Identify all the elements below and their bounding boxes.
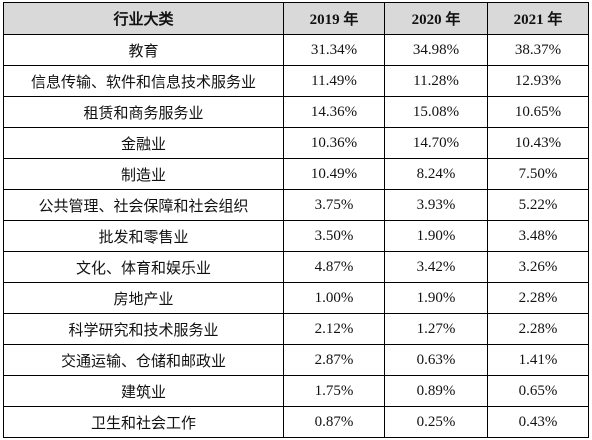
table-row: 卫生和社会工作 0.87% 0.25% 0.43% (3, 406, 589, 438)
share-cell: 34.98% (384, 34, 488, 66)
share-cell: 0.89% (384, 375, 488, 407)
header-cell: 2021 年 (487, 2, 589, 35)
table-row: 金融业 10.36% 14.70% 10.43% (3, 127, 589, 159)
table-row: 制造业 10.49% 8.24% 7.50% (3, 158, 589, 190)
industry-cell: 金融业 (3, 127, 284, 159)
share-cell: 4.87% (283, 251, 385, 283)
industry-cell: 公共管理、社会保障和社会组织 (3, 189, 284, 221)
share-cell: 1.00% (283, 282, 385, 314)
table-row: 建筑业 1.75% 0.89% 0.65% (3, 375, 589, 407)
share-cell: 2.87% (283, 344, 385, 376)
share-cell: 38.37% (487, 34, 589, 66)
share-cell: 7.50% (487, 158, 589, 190)
industry-cell: 制造业 (3, 158, 284, 190)
share-cell: 14.70% (384, 127, 488, 159)
share-cell: 0.65% (487, 375, 589, 407)
share-cell: 2.12% (283, 313, 385, 345)
share-cell: 2.28% (487, 313, 589, 345)
share-cell: 1.75% (283, 375, 385, 407)
industry-cell: 卫生和社会工作 (3, 406, 284, 438)
share-cell: 1.90% (384, 220, 488, 252)
header-cell: 2019 年 (283, 2, 385, 35)
share-cell: 1.41% (487, 344, 589, 376)
header-cell: 2020 年 (384, 2, 488, 35)
share-cell: 5.22% (487, 189, 589, 221)
share-cell: 10.36% (283, 127, 385, 159)
table-row: 文化、体育和娱乐业 4.87% 3.42% 3.26% (3, 251, 589, 283)
share-cell: 1.27% (384, 313, 488, 345)
industry-cell: 信息传输、软件和信息技术服务业 (3, 65, 284, 97)
share-cell: 0.87% (283, 406, 385, 438)
industry-cell: 教育 (3, 34, 284, 66)
table-header: 行业大类 2019 年 2020 年 2021 年 (3, 2, 589, 35)
header-cell: 行业大类 (3, 2, 284, 35)
share-cell: 3.48% (487, 220, 589, 252)
share-cell: 11.49% (283, 65, 385, 97)
share-cell: 15.08% (384, 96, 488, 128)
share-cell: 3.75% (283, 189, 385, 221)
industry-table: 行业大类 2019 年 2020 年 2021 年 教育 31.34% 34.98% 38.… (3, 2, 589, 438)
table-body: 教育 31.34% 34.98% 38.37% 信息传输、软件和信息技术服务业 11.49… (3, 34, 589, 438)
share-cell: 0.63% (384, 344, 488, 376)
industry-cell: 租赁和商务服务业 (3, 96, 284, 128)
header-row: 行业大类 2019 年 2020 年 2021 年 (3, 2, 589, 35)
industry-cell: 科学研究和技术服务业 (3, 313, 284, 345)
industry-cell: 建筑业 (3, 375, 284, 407)
share-cell: 2.28% (487, 282, 589, 314)
share-cell: 10.65% (487, 96, 589, 128)
share-cell: 8.24% (384, 158, 488, 190)
share-cell: 31.34% (283, 34, 385, 66)
table-row: 交通运输、仓储和邮政业 2.87% 0.63% 1.41% (3, 344, 589, 376)
share-cell: 3.26% (487, 251, 589, 283)
table-row: 科学研究和技术服务业 2.12% 1.27% 2.28% (3, 313, 589, 345)
share-cell: 11.28% (384, 65, 488, 97)
share-cell: 10.49% (283, 158, 385, 190)
table-row: 批发和零售业 3.50% 1.90% 3.48% (3, 220, 589, 252)
share-cell: 0.25% (384, 406, 488, 438)
table-row: 教育 31.34% 34.98% 38.37% (3, 34, 589, 66)
industry-cell: 批发和零售业 (3, 220, 284, 252)
industry-cell: 交通运输、仓储和邮政业 (3, 344, 284, 376)
table-row: 公共管理、社会保障和社会组织 3.75% 3.93% 5.22% (3, 189, 589, 221)
industry-cell: 文化、体育和娱乐业 (3, 251, 284, 283)
table-row: 租赁和商务服务业 14.36% 15.08% 10.65% (3, 96, 589, 128)
share-cell: 3.93% (384, 189, 488, 221)
share-cell: 12.93% (487, 65, 589, 97)
table-row: 信息传输、软件和信息技术服务业 11.49% 11.28% 12.93% (3, 65, 589, 97)
share-cell: 1.90% (384, 282, 488, 314)
table-row: 房地产业 1.00% 1.90% 2.28% (3, 282, 589, 314)
share-cell: 10.43% (487, 127, 589, 159)
share-cell: 3.42% (384, 251, 488, 283)
industry-cell: 房地产业 (3, 282, 284, 314)
share-cell: 3.50% (283, 220, 385, 252)
share-cell: 0.43% (487, 406, 589, 438)
share-cell: 14.36% (283, 96, 385, 128)
